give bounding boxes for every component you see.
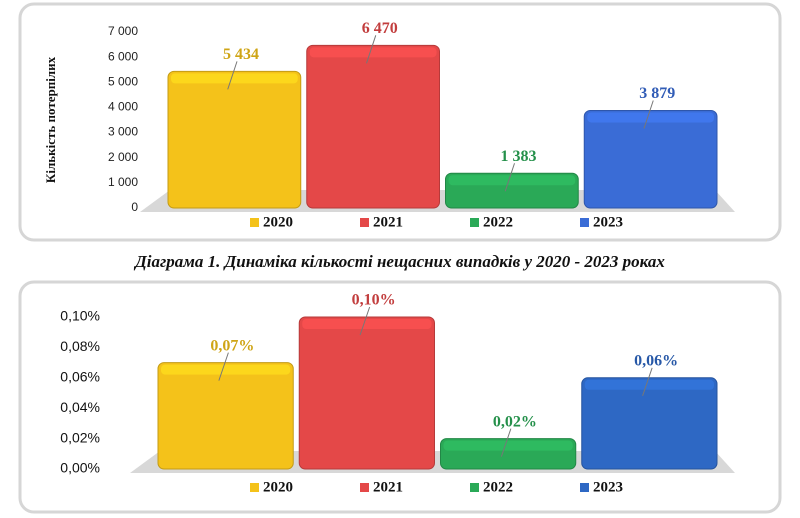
legend-swatch (360, 218, 369, 227)
value-label: 0,02% (493, 413, 537, 430)
bar (157, 362, 294, 470)
value-label: 0,06% (634, 352, 678, 369)
legend-swatch (360, 483, 369, 492)
value-label: 5 434 (223, 46, 259, 63)
legend-label: 2021 (373, 214, 403, 230)
caption: Діаграма 1. Динаміка кількості нещасних … (133, 252, 665, 271)
leader-line (504, 163, 515, 192)
y-axis-label: Кількість потерпілих (43, 56, 58, 183)
y-tick-label: 4 000 (108, 100, 138, 114)
legend-label: 2023 (593, 479, 623, 495)
leader-line (642, 367, 653, 396)
bar (583, 109, 718, 209)
legend-label: 2020 (263, 214, 293, 230)
y-tick-label: 0,10% (60, 308, 100, 324)
y-tick-label: 6 000 (108, 49, 138, 63)
bar-highlight (302, 319, 432, 329)
value-label: 6 470 (362, 20, 398, 37)
legend-label: 2021 (373, 479, 403, 495)
legend-swatch (250, 218, 259, 227)
value-label: 3 879 (639, 85, 675, 102)
y-tick-label: 0,04% (60, 399, 100, 415)
leader-line (359, 306, 371, 336)
y-tick-label: 3 000 (108, 125, 138, 139)
bar-highlight (171, 73, 298, 84)
legend-label: 2023 (593, 214, 623, 230)
y-tick-label: 2 000 (108, 150, 138, 164)
bar (306, 44, 440, 209)
y-tick-label: 5 000 (108, 74, 138, 88)
y-tick-label: 0,02% (60, 429, 100, 445)
legend-swatch (250, 483, 259, 492)
bar-highlight (443, 440, 573, 451)
y-tick-label: 0,06% (60, 369, 100, 385)
y-tick-label: 1 000 (108, 175, 138, 189)
value-label: 0,10% (352, 292, 396, 309)
value-label: 1 383 (501, 148, 537, 165)
bar-highlight (161, 364, 291, 375)
bar-highlight (448, 175, 576, 186)
legend-swatch (580, 218, 589, 227)
y-tick-label: 7 000 (108, 24, 138, 38)
legend-swatch (580, 483, 589, 492)
leader-line (366, 35, 377, 64)
leader-line (643, 100, 654, 129)
bar-highlight (584, 379, 714, 390)
legend-label: 2022 (483, 214, 513, 230)
leader-line (218, 352, 229, 381)
legend-swatch (470, 218, 479, 227)
legend-label: 2022 (483, 479, 513, 495)
bar (581, 377, 718, 470)
y-tick-label: 0,08% (60, 338, 100, 354)
bar-highlight (587, 112, 714, 123)
bar (298, 316, 435, 470)
bar-highlight (309, 47, 437, 58)
leader-line (227, 61, 238, 90)
legend-label: 2020 (263, 479, 293, 495)
value-label: 0,07% (210, 337, 254, 354)
legend-swatch (470, 483, 479, 492)
leader-line (500, 428, 512, 457)
y-tick-label: 0,00% (60, 460, 100, 476)
bar (167, 70, 302, 209)
y-tick-label: 0 (131, 200, 138, 214)
